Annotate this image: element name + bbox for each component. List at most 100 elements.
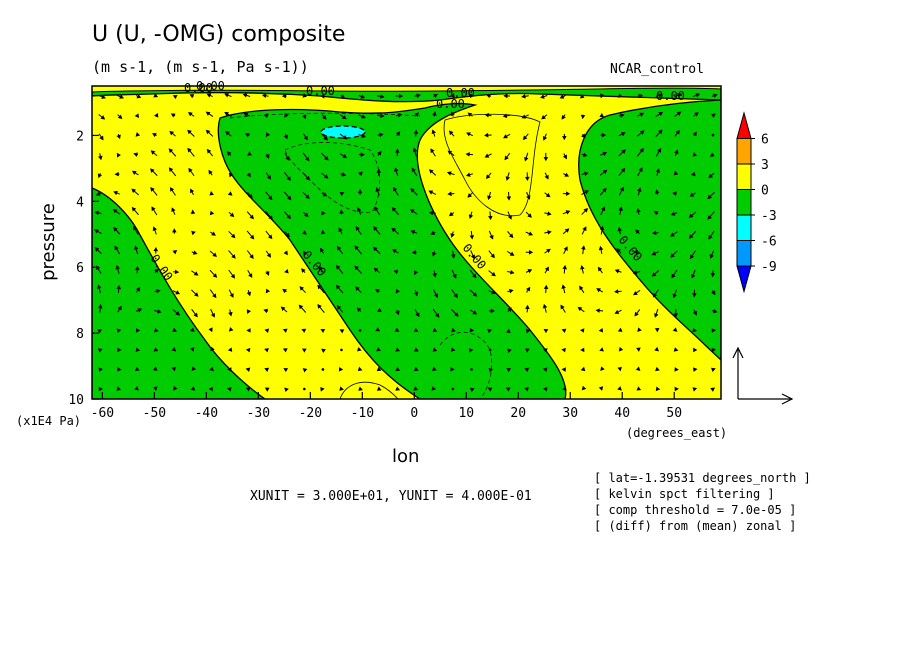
vector-arrow [172,309,181,316]
vector-arrow [228,230,236,239]
x-tick-label: 0 [410,406,418,421]
vector-arrow [227,367,232,372]
vector-arrow [95,191,102,196]
vector-arrow [302,191,310,199]
vector-arrow [525,269,533,274]
vector-units-label: XUNIT = 3.000E+01, YUNIT = 4.000E-01 [250,489,532,504]
vector-arrow [484,153,492,158]
vector-arrow [393,186,399,196]
vector-arrow [544,230,552,235]
x-tick-label: -40 [195,406,218,421]
vector-arrow [690,171,696,177]
vector-arrow [303,133,308,141]
vector-arrow [485,172,492,180]
vector-arrow [205,129,214,137]
vector-arrow [503,93,510,99]
vector-arrow [376,386,382,391]
vector-arrow [209,250,217,257]
vector-arrow [320,328,326,334]
vector-arrow [599,113,605,118]
vector-arrow [428,169,437,176]
vector-arrow [579,94,585,99]
vector-arrow [413,347,419,352]
vector-arrow [633,289,641,296]
vector-arrow [543,152,549,162]
note-line-1: [ lat=-1.39531 degrees_north ] [594,471,811,485]
vector-arrow [377,94,385,99]
vector-arrow [447,150,455,157]
vector-arrow [711,290,716,296]
vector-arrow [689,192,696,197]
vector-arrow [303,387,306,391]
vector-arrow [299,286,306,293]
vector-arrow [692,367,698,372]
vector-arrow [321,172,329,179]
vector-arrow [617,226,622,235]
vector-arrow [187,112,195,117]
vector-arrow [488,290,496,295]
vector-arrow [562,210,571,215]
vector-arrow [116,152,121,158]
vector-arrow [580,347,585,353]
vector-arrow [247,192,253,199]
vector-arrow [319,247,325,254]
vector-arrow [115,264,120,274]
vector-arrow [117,94,124,99]
vector-arrow [561,347,566,353]
vector-arrow [246,309,252,314]
vector-arrow [484,132,492,138]
vector-arrow [303,250,308,256]
vector-arrow [283,191,292,201]
vector-arrow [284,211,292,220]
vector-arrow [673,347,679,352]
vector-arrow [391,227,400,235]
vector-arrow [469,309,478,315]
vector-arrow [525,304,530,313]
vector-arrow [651,270,660,277]
vector-arrow [432,366,437,372]
vector-arrow [375,289,380,294]
vector-arrow [561,328,567,333]
vector-arrow [488,348,492,352]
vector-arrow [543,328,549,334]
vector-arrow [373,226,381,235]
vector-arrow [522,133,529,141]
negative-region-east [578,99,721,361]
vector-arrow [465,172,474,177]
vector-arrow [302,230,307,235]
vector-arrow [357,207,362,215]
vector-arrow [134,366,140,372]
vector-arrow [191,230,196,236]
vector-arrow [635,366,641,372]
vector-arrow [507,269,515,275]
vector-arrow [302,211,309,217]
vector-arrow [172,249,178,255]
vector-arrow [413,386,419,391]
vector-arrow [265,250,272,258]
vector-arrow [526,286,531,293]
vector-arrow [247,151,252,156]
vector-arrow [209,210,215,216]
vector-arrow [562,191,571,196]
vector-arrow [543,284,549,294]
vector-arrow [171,347,177,352]
vector-arrow [117,367,122,372]
vector-arrow [432,308,440,318]
vector-arrow [507,348,512,353]
vector-arrow [264,328,270,333]
vector-arrow [525,172,530,182]
x-tick-label: 50 [666,406,682,421]
vector-arrow [563,172,570,177]
vector-arrow [637,167,643,177]
vector-arrow [376,366,382,372]
note-line-4: [ (diff) from (mean) zonal ] [594,519,797,533]
vector-arrow [502,113,511,119]
y-tick-label: 2 [76,129,84,144]
vector-arrow [171,366,176,372]
vector-arrow [670,231,678,237]
vector-arrow [395,309,400,316]
negative-region-central [217,102,567,399]
vector-arrow [210,231,216,236]
vector-arrow [340,172,347,177]
vector-arrow [672,191,677,197]
